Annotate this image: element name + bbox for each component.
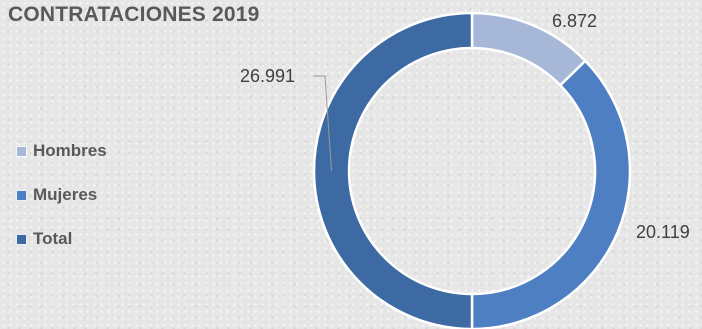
legend-label-hombres: Hombres (33, 141, 107, 160)
legend-swatch-mujeres (16, 189, 27, 201)
donut-slice-total (312, 11, 474, 329)
legend-item-mujeres: Mujeres (16, 184, 107, 206)
legend: Hombres Mujeres Total (16, 140, 107, 272)
data-label-total: 26.991 (240, 66, 295, 86)
data-label-hombres: 6.872 (552, 11, 597, 31)
donut-slice-mujeres (470, 59, 632, 329)
data-label-mujeres: 20.119 (636, 222, 690, 242)
chart-title: CONTRATACIONES 2019 (8, 3, 260, 26)
legend-label-total: Total (33, 229, 73, 248)
legend-swatch-total (16, 233, 27, 245)
legend-swatch-hombres (16, 145, 27, 157)
leader-line-total (313, 75, 332, 172)
legend-item-total: Total (16, 228, 107, 250)
legend-item-hombres: Hombres (16, 140, 107, 162)
legend-label-mujeres: Mujeres (33, 185, 98, 204)
